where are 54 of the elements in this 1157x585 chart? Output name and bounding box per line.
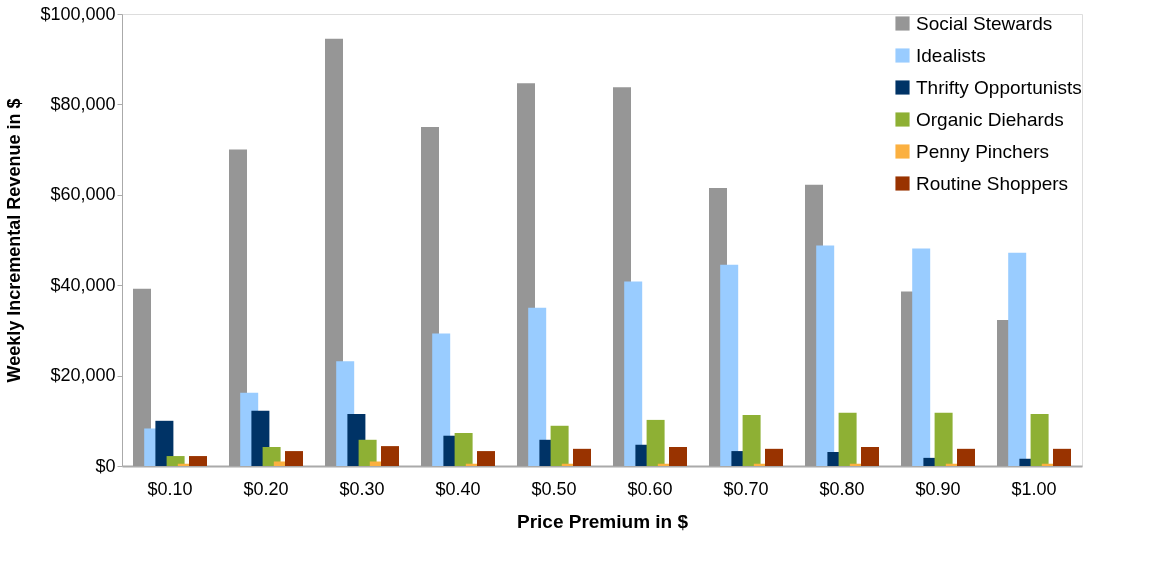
x-axis-title: Price Premium in $	[516, 510, 689, 532]
bar	[229, 149, 247, 466]
bar	[669, 447, 687, 466]
bar	[285, 451, 303, 466]
bar	[912, 248, 931, 466]
y-tick-label: $100,000	[40, 3, 116, 24]
bar	[1030, 414, 1049, 466]
bar	[861, 447, 879, 466]
y-axis-title: Weekly Incremental Revenue in $	[4, 98, 25, 383]
bar	[646, 419, 665, 466]
bar	[550, 425, 569, 466]
x-tick-label: $0.50	[531, 478, 577, 499]
bar	[934, 412, 953, 466]
bar	[1053, 448, 1071, 466]
x-tick-label: $0.70	[723, 478, 769, 499]
bar	[432, 333, 451, 466]
y-tick-label: $0	[95, 455, 116, 476]
x-tick-label: $0.80	[819, 478, 865, 499]
bar	[838, 412, 857, 466]
bar	[957, 448, 975, 466]
bar	[720, 264, 739, 466]
bar	[155, 420, 174, 466]
bar	[133, 288, 151, 466]
legend-label: Routine Shoppers	[916, 172, 1069, 194]
bar	[624, 281, 643, 466]
legend-label: Idealists	[916, 44, 986, 66]
y-tick-label: $40,000	[50, 274, 116, 295]
x-tick-label: $0.90	[915, 478, 961, 499]
bar	[358, 439, 377, 466]
bar	[189, 456, 207, 466]
x-tick-label: $0.10	[147, 478, 193, 499]
x-tick-label: $1.00	[1011, 478, 1057, 499]
bar	[166, 456, 185, 466]
bar	[325, 38, 343, 466]
x-tick-label: $0.20	[243, 478, 289, 499]
bar	[454, 433, 473, 466]
y-tick-label: $20,000	[50, 365, 116, 386]
bar	[477, 451, 495, 466]
bar	[573, 448, 591, 466]
bar	[765, 448, 783, 466]
x-tick-label: $0.30	[339, 478, 385, 499]
legend-label: Social Stewards	[916, 12, 1053, 34]
x-tick-label: $0.40	[435, 478, 481, 499]
y-tick-label: $80,000	[50, 93, 116, 114]
bar	[1008, 252, 1027, 466]
y-tick-label: $60,000	[50, 184, 116, 205]
legend-label: Penny Pinchers	[916, 140, 1050, 162]
legend-label: Thrifty Opportunists	[916, 76, 1082, 98]
bar	[816, 245, 835, 466]
bar	[742, 414, 761, 466]
x-tick-label: $0.60	[627, 478, 673, 499]
legend-label: Organic Diehards	[916, 108, 1064, 130]
bar	[381, 446, 399, 466]
bar	[528, 307, 547, 466]
